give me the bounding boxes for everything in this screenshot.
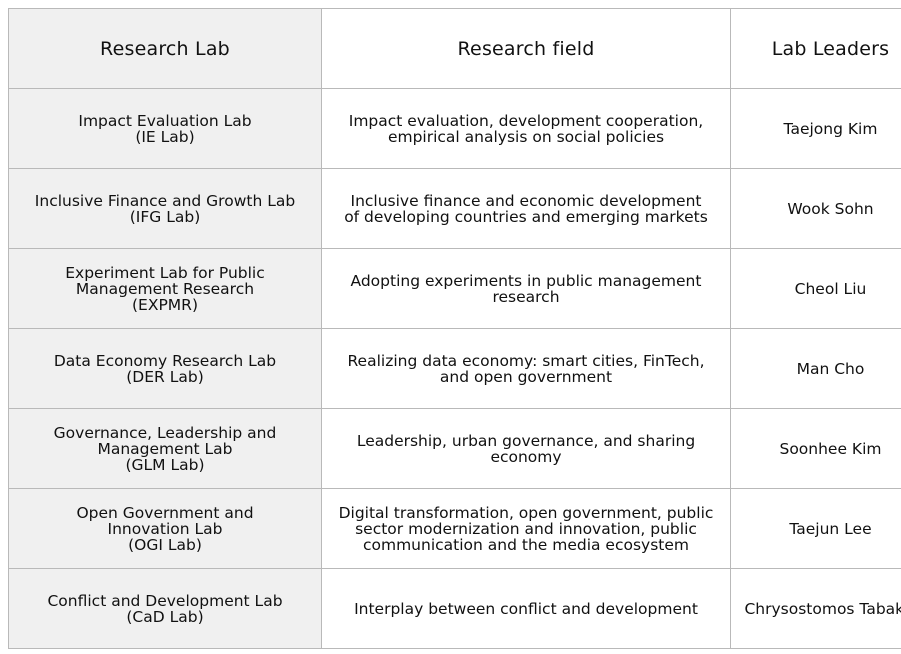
table-row: Impact Evaluation Lab (IE Lab) Impact ev… [8, 88, 901, 169]
header-research-field: Research field [321, 8, 731, 89]
research-field-line: Adopting experiments in public managemen… [350, 271, 702, 290]
lab-name-line: (CaD Lab) [126, 607, 204, 626]
lab-leader-cell: Man Cho [730, 328, 901, 409]
lab-name-cell: Open Government and Innovation Lab (OGI … [8, 488, 322, 569]
lab-leader-cell: Cheol Liu [730, 248, 901, 329]
lab-name-cell: Inclusive Finance and Growth Lab (IFG La… [8, 168, 322, 249]
lab-leader-cell: Wook Sohn [730, 168, 901, 249]
research-field-line: Digital transformation, open government,… [338, 503, 714, 522]
lab-leader-cell: Taejong Kim [730, 88, 901, 169]
research-field-cell: Inclusive finance and economic developme… [321, 168, 731, 249]
lab-name-cell: Impact Evaluation Lab (IE Lab) [8, 88, 322, 169]
lab-name-line: (OGI Lab) [128, 535, 202, 554]
lab-name-line: (GLM Lab) [125, 455, 205, 474]
lab-name-line: Open Government and [76, 503, 254, 522]
table-row: Open Government and Innovation Lab (OGI … [8, 488, 901, 569]
lab-name-line: Experiment Lab for Public [65, 263, 265, 282]
lab-name-line: (EXPMR) [132, 295, 198, 314]
lab-name-line: Conflict and Development Lab [47, 591, 283, 610]
lab-name-cell: Conflict and Development Lab (CaD Lab) [8, 568, 322, 649]
lab-name-line: Governance, Leadership and [53, 423, 277, 442]
table-header-row: Research Lab Research field Lab Leaders [8, 8, 901, 89]
research-field-line: empirical analysis on social policies [387, 127, 665, 146]
research-field-line: Leadership, urban governance, and sharin… [356, 431, 696, 450]
lab-name-cell: Data Economy Research Lab (DER Lab) [8, 328, 322, 409]
research-labs-table: Research Lab Research field Lab Leaders … [8, 8, 901, 649]
table-row: Governance, Leadership and Management La… [8, 408, 901, 489]
lab-name-line: Impact Evaluation Lab [78, 111, 252, 130]
research-field-cell: Interplay between conflict and developme… [321, 568, 731, 649]
table-row: Inclusive Finance and Growth Lab (IFG La… [8, 168, 901, 249]
lab-name-line: (DER Lab) [126, 367, 204, 386]
research-field-line: Realizing data economy: smart cities, Fi… [347, 351, 705, 370]
research-field-cell: Leadership, urban governance, and sharin… [321, 408, 731, 489]
research-field-line: communication and the media ecosystem [362, 535, 690, 554]
lab-name-cell: Governance, Leadership and Management La… [8, 408, 322, 489]
research-field-line: research [492, 287, 560, 306]
table-row: Data Economy Research Lab (DER Lab) Real… [8, 328, 901, 409]
lab-name-line: Innovation Lab [107, 519, 223, 538]
lab-name-line: (IE Lab) [135, 127, 195, 146]
research-field-line: Impact evaluation, development cooperati… [348, 111, 704, 130]
research-field-line: economy [490, 447, 562, 466]
lab-name-cell: Experiment Lab for Public Management Res… [8, 248, 322, 329]
research-labs-table-container: Research Lab Research field Lab Leaders … [8, 8, 901, 649]
lab-leader-cell: Soonhee Kim [730, 408, 901, 489]
lab-name-line: Data Economy Research Lab [53, 351, 277, 370]
research-field-line: of developing countries and emerging mar… [344, 207, 708, 226]
lab-name-line: Management Research [75, 279, 255, 298]
header-lab-leaders: Lab Leaders [730, 8, 901, 89]
research-field-line: Inclusive finance and economic developme… [350, 191, 702, 210]
table-row: Experiment Lab for Public Management Res… [8, 248, 901, 329]
research-field-cell: Impact evaluation, development cooperati… [321, 88, 731, 169]
research-field-line: sector modernization and innovation, pub… [355, 519, 697, 538]
table-row: Conflict and Development Lab (CaD Lab) I… [8, 568, 901, 649]
research-field-cell: Adopting experiments in public managemen… [321, 248, 731, 329]
research-field-cell: Realizing data economy: smart cities, Fi… [321, 328, 731, 409]
lab-name-line: Management Lab [97, 439, 233, 458]
lab-name-line: (IFG Lab) [129, 207, 201, 226]
research-field-line: Interplay between conflict and developme… [354, 599, 698, 618]
lab-leader-cell: Chrysostomos Tabakis [730, 568, 901, 649]
research-field-cell: Digital transformation, open government,… [321, 488, 731, 569]
lab-leader-cell: Taejun Lee [730, 488, 901, 569]
research-field-line: and open government [439, 367, 613, 386]
lab-name-line: Inclusive Finance and Growth Lab [34, 191, 296, 210]
header-research-lab: Research Lab [8, 8, 322, 89]
